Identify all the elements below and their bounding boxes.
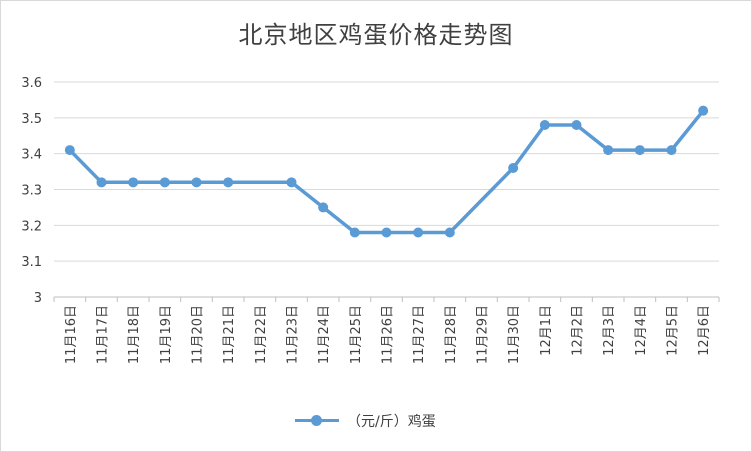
x-tick-label: 11月16日 bbox=[64, 305, 79, 364]
axes bbox=[53, 296, 720, 302]
x-tick-label: 11月21日 bbox=[222, 305, 237, 364]
y-tick-label: 3.5 bbox=[21, 112, 42, 127]
y-tick-label: 3.2 bbox=[21, 219, 42, 234]
x-tick-label: 11月26日 bbox=[381, 305, 396, 364]
data-point bbox=[96, 177, 107, 188]
x-tick-label: 12月3日 bbox=[602, 305, 617, 356]
x-tick-label: 11月24日 bbox=[317, 305, 332, 364]
x-tick-label: 12月1日 bbox=[539, 305, 554, 356]
data-point bbox=[444, 227, 455, 238]
data-point bbox=[508, 163, 519, 173]
data-point bbox=[159, 177, 170, 188]
x-tick-label: 12月4日 bbox=[634, 305, 649, 356]
x-tick-label: 11月25日 bbox=[349, 305, 364, 364]
x-tick-label: 11月28日 bbox=[444, 305, 459, 364]
data-point bbox=[349, 227, 360, 238]
x-tick-label: 12月5日 bbox=[666, 305, 681, 356]
data-point bbox=[698, 105, 709, 116]
data-point bbox=[381, 227, 392, 238]
x-tick-label: 11月22日 bbox=[254, 305, 269, 364]
x-tick-label: 11月29日 bbox=[476, 305, 491, 364]
data-point bbox=[191, 177, 202, 188]
y-tick-label: 3.6 bbox=[21, 76, 42, 91]
data-point bbox=[571, 120, 582, 130]
data-point bbox=[666, 145, 677, 156]
x-tick-label: 11月30日 bbox=[507, 305, 522, 364]
data-point bbox=[603, 145, 614, 156]
x-tick-label: 11月18日 bbox=[127, 305, 142, 364]
chart-title: 北京地区鸡蛋价格走势图 bbox=[238, 21, 514, 49]
x-tick-label: 11月17日 bbox=[96, 305, 111, 364]
x-tick-label: 12月6日 bbox=[697, 305, 712, 356]
x-tick-label: 11月19日 bbox=[159, 305, 174, 364]
tick-labels: 3 3.1 3.2 3.3 3.4 3.5 3.6 11月16日 11月17日 11月18日 11月… bbox=[21, 76, 712, 364]
data-point bbox=[128, 177, 139, 188]
y-tick-label: 3.4 bbox=[21, 148, 42, 163]
x-tick-label: 12月2日 bbox=[571, 305, 586, 356]
y-tick-label: 3.3 bbox=[21, 184, 42, 199]
y-tick-label: 3 bbox=[34, 291, 42, 306]
data-point bbox=[634, 145, 645, 156]
gridlines bbox=[54, 81, 719, 262]
data-point bbox=[318, 202, 329, 213]
data-point bbox=[286, 177, 297, 188]
x-tick-label: 11月23日 bbox=[286, 305, 301, 364]
data-point bbox=[413, 227, 424, 238]
legend-line-marker-icon bbox=[293, 409, 341, 433]
data-point bbox=[64, 145, 75, 156]
legend-label: （元/斤）鸡蛋 bbox=[347, 414, 436, 430]
data-point bbox=[223, 177, 234, 188]
y-tick-label: 3.1 bbox=[21, 255, 42, 270]
x-tick-label: 11月20日 bbox=[191, 305, 206, 364]
series-egg-price bbox=[64, 105, 709, 238]
data-point bbox=[539, 120, 550, 130]
legend: （元/斤）鸡蛋 bbox=[293, 409, 436, 433]
series-line bbox=[68, 108, 705, 235]
x-tick-label: 11月27日 bbox=[412, 305, 427, 364]
